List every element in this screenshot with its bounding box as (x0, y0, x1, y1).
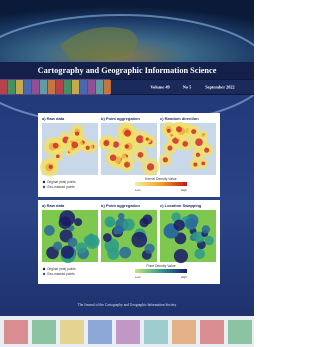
scale-low: Low (135, 275, 141, 279)
map-cell (144, 244, 154, 254)
panel-label: c) Location Swapping (160, 203, 202, 208)
page: Cartography and Geographic Information S… (0, 0, 254, 347)
map-cell (185, 218, 197, 230)
thumbnail (116, 320, 140, 344)
map-cell (119, 247, 131, 259)
issue: No 5 (183, 84, 191, 89)
footer: The Journal of the Cartography and Geogr… (78, 303, 177, 307)
hotspot (86, 146, 90, 150)
legend-marker (43, 268, 45, 270)
map-cell (192, 232, 199, 239)
map-cell (194, 249, 204, 259)
thumbnail (4, 320, 28, 344)
hotspot (110, 154, 116, 160)
map-cell (84, 235, 94, 245)
hotspot (196, 153, 200, 157)
thumbnail (228, 320, 252, 344)
thumbnail (0, 80, 7, 94)
hotspot (49, 165, 53, 169)
map-cell (131, 232, 147, 248)
thumbnail (172, 320, 196, 344)
date: September 2022 (205, 84, 234, 89)
hotspot (191, 129, 196, 134)
thumbnail (60, 320, 84, 344)
map-cell (106, 220, 113, 227)
hotspot (124, 130, 131, 137)
color-scale (135, 269, 187, 273)
hotspot (204, 148, 209, 153)
thumbnail (8, 80, 15, 94)
hotspot (201, 162, 205, 166)
hotspot (195, 138, 203, 146)
thumbnail (16, 80, 23, 94)
scale-high: High (181, 188, 188, 192)
hotspot (176, 126, 182, 132)
hotspot (125, 144, 129, 148)
hotspot (137, 152, 143, 158)
panel-label: b) Point aggregation (101, 116, 140, 121)
legend-label: Geo-masked points (47, 272, 75, 276)
hotspot (124, 162, 130, 168)
hotspot (71, 141, 78, 148)
color-scale (135, 182, 187, 186)
hotspot (163, 157, 168, 162)
hotspot (182, 141, 188, 147)
legend-label: Original (real) points (47, 267, 76, 271)
thumbnail (40, 80, 47, 94)
map-cell (61, 245, 74, 258)
map-cell (114, 225, 123, 234)
panel-label: a) Raw data (42, 203, 65, 208)
thumbnail (24, 80, 31, 94)
hotspot (146, 138, 149, 141)
hotspot (53, 143, 59, 149)
map-cell (205, 236, 214, 245)
thumbnail (88, 320, 112, 344)
map-cell (103, 233, 112, 242)
thumbnail (56, 80, 63, 94)
map-cell (174, 220, 185, 231)
thumbnail (200, 320, 224, 344)
legend-marker (43, 181, 45, 183)
thumbnail (88, 80, 95, 94)
legend-label: Original (real) points (47, 180, 76, 184)
thumbnail (48, 80, 55, 94)
journal-cover: Cartography and Geographic Information S… (0, 0, 254, 347)
hotspot (103, 140, 109, 146)
hotspot (147, 163, 154, 170)
panel-label: b) Point aggregation (101, 203, 140, 208)
thumbnail (80, 80, 87, 94)
volume: Volume 49 (150, 84, 169, 89)
map-cell (59, 216, 72, 229)
scale-title: Kernel Density Value (145, 177, 177, 181)
legend-marker (43, 273, 45, 275)
scale-low: Low (135, 188, 141, 192)
map-cell (53, 242, 62, 251)
map-cell (202, 225, 210, 233)
map-cell (122, 219, 134, 231)
hotspot (193, 162, 197, 166)
thumbnail (104, 80, 111, 94)
thumbnail (96, 80, 103, 94)
thumbnail (72, 80, 79, 94)
hotspot (167, 146, 172, 151)
legend-label: Geo-masked points (47, 185, 75, 189)
hotspot (75, 132, 79, 136)
map-cell (76, 242, 87, 253)
map-cell (142, 214, 152, 224)
map-cell (74, 218, 82, 226)
journal-title: Cartography and Geographic Information S… (38, 66, 217, 75)
scale-title: Point Density Value (146, 264, 175, 268)
map-cell (44, 225, 55, 236)
thumbnail (32, 320, 56, 344)
map-cell (107, 248, 119, 260)
scale-high: High (181, 275, 188, 279)
panel-label: c) Random direction (160, 116, 199, 121)
legend-marker (43, 186, 45, 188)
thumbnail (32, 80, 39, 94)
map-cell (174, 249, 188, 263)
panel-label: a) Raw data (42, 116, 65, 121)
thumbnail (64, 80, 71, 94)
hotspot (167, 129, 171, 133)
thumbnail (144, 320, 168, 344)
